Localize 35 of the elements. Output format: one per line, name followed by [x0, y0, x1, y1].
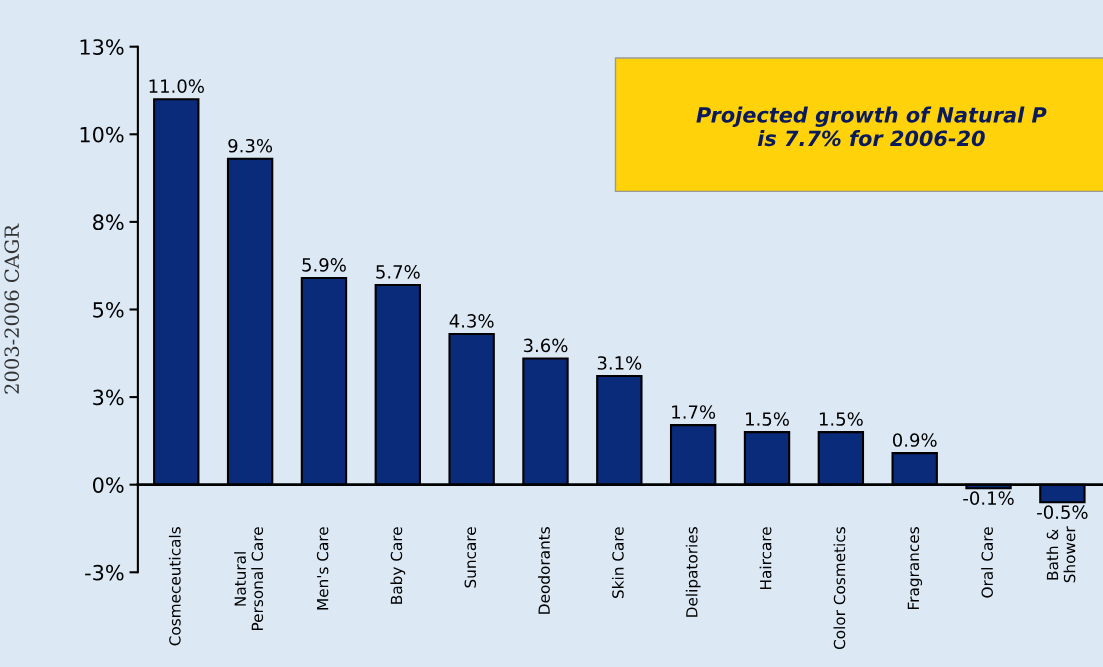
y-tick-label: 0% [93, 477, 124, 493]
data-label: -0.5% [1037, 505, 1088, 519]
data-label: 1.5% [746, 412, 789, 426]
y-tick-label: 3% [93, 389, 124, 406]
x-tick-label: Baby Care [390, 527, 406, 604]
data-label: 3.6% [523, 338, 568, 353]
x-tick-label: Deodorants [538, 527, 550, 614]
data-label: 9.3% [228, 138, 273, 153]
y-tick-label: 10% [80, 126, 124, 143]
annotation: Projected growth of Natural P is 7.7% for 2006-20 [696, 106, 1047, 147]
x-tick-label: Suncare [464, 527, 477, 588]
y-tick-label: 5% [93, 301, 124, 318]
data-label: 1.7% [672, 405, 716, 419]
y-axis-title: 2003-2006 CAGR [4, 223, 20, 394]
data-label: 1.5% [819, 412, 863, 426]
x-tick-label: Delipatories [685, 527, 701, 617]
data-label: -0.1% [963, 491, 1014, 505]
x-tick-label: Fragrances [907, 527, 923, 609]
x-tick-label: Oral Care [981, 527, 993, 598]
data-label: 5.7% [376, 265, 420, 279]
x-tick-label: Color Cosmetics [833, 527, 846, 650]
y-tick-label: 8% [93, 214, 124, 231]
y-tick-label: -3% [85, 564, 124, 581]
x-tick-label: Haircare [759, 527, 772, 589]
data-label: 4.3% [449, 314, 494, 328]
y-tick-label: 13% [80, 39, 124, 55]
x-tick-label: Cosmeceuticals [168, 527, 181, 646]
data-label: 11.0% [149, 79, 204, 93]
data-label: 3.1% [597, 356, 642, 370]
x-tick-label: Bath & Shower [1046, 526, 1076, 583]
data-label: 5.9% [302, 258, 346, 272]
x-tick-label: Men's Care [316, 527, 329, 610]
x-tick-label: Natural Personal Care [234, 527, 264, 631]
x-tick-label: Skin Care [611, 527, 624, 599]
data-label: 0.9% [892, 433, 937, 447]
